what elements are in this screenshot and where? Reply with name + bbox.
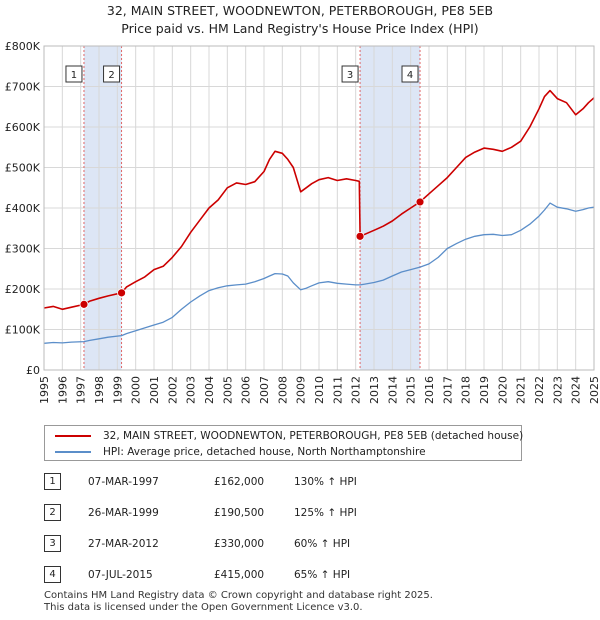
sale-row-2: 2 26-MAR-1999 £190,500 125% ↑ HPI <box>44 503 444 523</box>
x-tick-label: 2011 <box>331 376 344 404</box>
legend-label-property: 32, MAIN STREET, WOODNEWTON, PETERBOROUG… <box>103 430 524 442</box>
x-tick-label: 2005 <box>221 376 234 404</box>
x-tick-label: 2016 <box>423 376 436 404</box>
sale-marker-label: 2 <box>108 70 114 81</box>
x-tick-label: 2017 <box>441 376 454 404</box>
sale-marker-box <box>103 65 121 83</box>
x-tick-label: 2023 <box>551 376 564 404</box>
footer-line-2: This data is licensed under the Open Gov… <box>44 602 363 613</box>
sale-marker-label: 4 <box>407 70 413 81</box>
sale-row-1: 1 07-MAR-1997 £162,000 130% ↑ HPI <box>44 472 444 492</box>
y-tick-label: £0 <box>26 364 40 377</box>
chart-subtitle: Price paid vs. HM Land Registry's House … <box>121 21 479 36</box>
x-tick-label: 2013 <box>368 376 381 404</box>
x-tick-label: 2022 <box>533 376 546 404</box>
x-tick-label: 2014 <box>386 376 399 404</box>
x-tick-label: 2000 <box>130 376 143 404</box>
sale-hpi-change: 130% ↑ HPI <box>294 476 357 488</box>
footer-line-1: Contains HM Land Registry data © Crown c… <box>44 590 433 601</box>
x-tick-label: 2021 <box>515 376 528 404</box>
footer-notice: Contains HM Land Registry data © Crown c… <box>44 590 433 614</box>
plot-frame <box>43 45 595 371</box>
sale-point <box>355 231 365 241</box>
x-tick-label: 2001 <box>148 376 161 404</box>
x-tick-label: 1999 <box>111 376 124 404</box>
price-chart: £0 £100K £200K £300K £400K £500K £600K £700K £80… <box>5 40 600 404</box>
x-tick-label: 2015 <box>405 376 418 404</box>
sale-point <box>415 197 425 207</box>
y-tick-label: £500K <box>5 162 41 175</box>
x-tick-label: 2009 <box>295 376 308 404</box>
x-tick-label: 2024 <box>570 376 583 404</box>
sale-row-4: 4 07-JUL-2015 £415,000 65% ↑ HPI <box>44 565 444 585</box>
legend-entry-property: 32, MAIN STREET, WOODNEWTON, PETERBOROUG… <box>55 428 523 444</box>
y-tick-label: £600K <box>5 121 41 134</box>
y-tick-label: £800K <box>5 40 41 53</box>
sale-price: £190,500 <box>214 507 265 519</box>
x-tick-label: 2020 <box>496 376 509 404</box>
sale-badge: 2 <box>44 504 61 521</box>
sale-hpi-change: 125% ↑ HPI <box>294 507 357 519</box>
x-tick-label: 2003 <box>185 376 198 404</box>
sale-date: 07-JUL-2015 <box>88 569 153 581</box>
y-tick-label: £400K <box>5 202 41 215</box>
sale-hpi-change: 60% ↑ HPI <box>294 538 351 550</box>
x-tick-label: 2025 <box>588 376 600 404</box>
x-tick-label: 2012 <box>350 376 363 404</box>
hpi-line <box>43 202 595 344</box>
y-tick-label: £100K <box>5 324 41 337</box>
x-tick-label: 1996 <box>56 376 69 404</box>
y-tick-label: £200K <box>5 283 41 296</box>
x-tick-label: 2002 <box>166 376 179 404</box>
y-tick-label: £700K <box>5 81 41 94</box>
sale-badge: 3 <box>44 535 61 552</box>
legend-label-hpi: HPI: Average price, detached house, Nort… <box>103 446 426 458</box>
sale-date: 26-MAR-1999 <box>88 507 159 519</box>
chart-title: 32, MAIN STREET, WOODNEWTON, PETERBOROUG… <box>106 3 494 18</box>
x-tick-label: 2019 <box>478 376 491 404</box>
sale-price: £330,000 <box>214 538 265 550</box>
x-tick-label: 2010 <box>313 376 326 404</box>
sale-marker-label: 1 <box>71 70 77 81</box>
x-tick-label: 2008 <box>276 376 289 404</box>
legend-entry-hpi: HPI: Average price, detached house, Nort… <box>55 444 426 460</box>
sale-date: 27-MAR-2012 <box>88 538 159 550</box>
sale-marker-box <box>401 65 419 83</box>
sale-marker-box <box>341 65 359 83</box>
sale-price: £415,000 <box>214 569 265 581</box>
sale-badge: 4 <box>44 566 61 583</box>
property-price-line <box>43 89 595 311</box>
sale-point <box>79 299 89 309</box>
sale-badge: 1 <box>44 473 61 490</box>
sale-date: 07-MAR-1997 <box>88 476 159 488</box>
chart-title-block: 32, MAIN STREET, WOODNEWTON, PETERBOROUG… <box>0 2 600 38</box>
sale-point <box>117 288 126 298</box>
sale-marker-box <box>65 65 83 83</box>
x-tick-label: 1997 <box>75 376 88 404</box>
x-tick-label: 2006 <box>240 376 253 404</box>
x-tick-label: 2007 <box>258 376 271 404</box>
x-tick-label: 2018 <box>460 376 473 404</box>
sale-marker-label: 3 <box>347 70 353 81</box>
x-tick-label: 1998 <box>93 376 106 404</box>
sale-price: £162,000 <box>214 476 265 488</box>
x-tick-label: 1995 <box>38 376 51 404</box>
sale-row-3: 3 27-MAR-2012 £330,000 60% ↑ HPI <box>44 534 444 554</box>
x-tick-label: 2004 <box>203 376 216 404</box>
legend-swatch-hpi <box>55 451 91 453</box>
chart-legend: 32, MAIN STREET, WOODNEWTON, PETERBOROUG… <box>44 425 523 461</box>
y-tick-label: £300K <box>5 243 41 256</box>
sale-hpi-change: 65% ↑ HPI <box>294 569 351 581</box>
legend-swatch-property <box>55 435 91 437</box>
